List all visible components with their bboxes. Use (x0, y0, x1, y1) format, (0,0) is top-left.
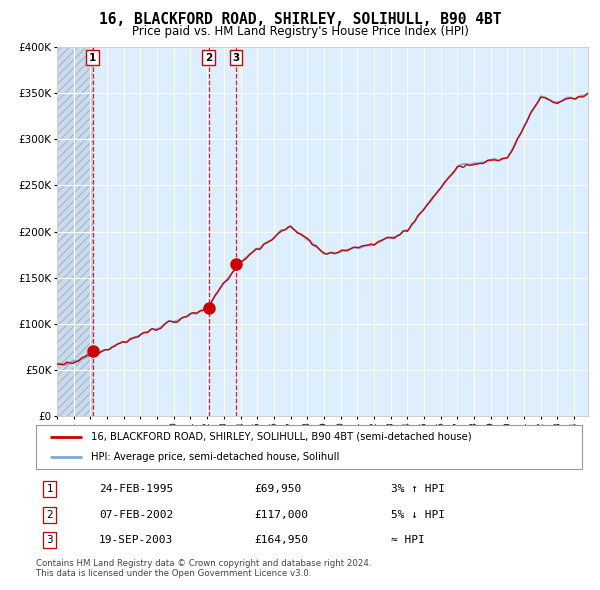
Text: 5% ↓ HPI: 5% ↓ HPI (391, 510, 445, 520)
Text: £164,950: £164,950 (254, 535, 308, 545)
Text: 3: 3 (232, 53, 239, 63)
Text: 1: 1 (46, 484, 53, 494)
Text: 16, BLACKFORD ROAD, SHIRLEY, SOLIHULL, B90 4BT (semi-detached house): 16, BLACKFORD ROAD, SHIRLEY, SOLIHULL, B… (91, 432, 471, 442)
Text: ≈ HPI: ≈ HPI (391, 535, 425, 545)
Bar (57, 47, 93, 416)
Text: 3% ↑ HPI: 3% ↑ HPI (391, 484, 445, 494)
Text: 1: 1 (89, 53, 97, 63)
Text: £117,000: £117,000 (254, 510, 308, 520)
Text: 07-FEB-2002: 07-FEB-2002 (99, 510, 173, 520)
Text: 16, BLACKFORD ROAD, SHIRLEY, SOLIHULL, B90 4BT: 16, BLACKFORD ROAD, SHIRLEY, SOLIHULL, B… (99, 12, 501, 27)
Text: £69,950: £69,950 (254, 484, 302, 494)
Text: 24-FEB-1995: 24-FEB-1995 (99, 484, 173, 494)
Text: 3: 3 (46, 535, 53, 545)
Text: Contains HM Land Registry data © Crown copyright and database right 2024.
This d: Contains HM Land Registry data © Crown c… (36, 559, 371, 578)
Text: 19-SEP-2003: 19-SEP-2003 (99, 535, 173, 545)
FancyBboxPatch shape (36, 425, 582, 469)
Text: HPI: Average price, semi-detached house, Solihull: HPI: Average price, semi-detached house,… (91, 452, 339, 462)
Text: 2: 2 (46, 510, 53, 520)
Text: Price paid vs. HM Land Registry's House Price Index (HPI): Price paid vs. HM Land Registry's House … (131, 25, 469, 38)
Text: 2: 2 (205, 53, 212, 63)
